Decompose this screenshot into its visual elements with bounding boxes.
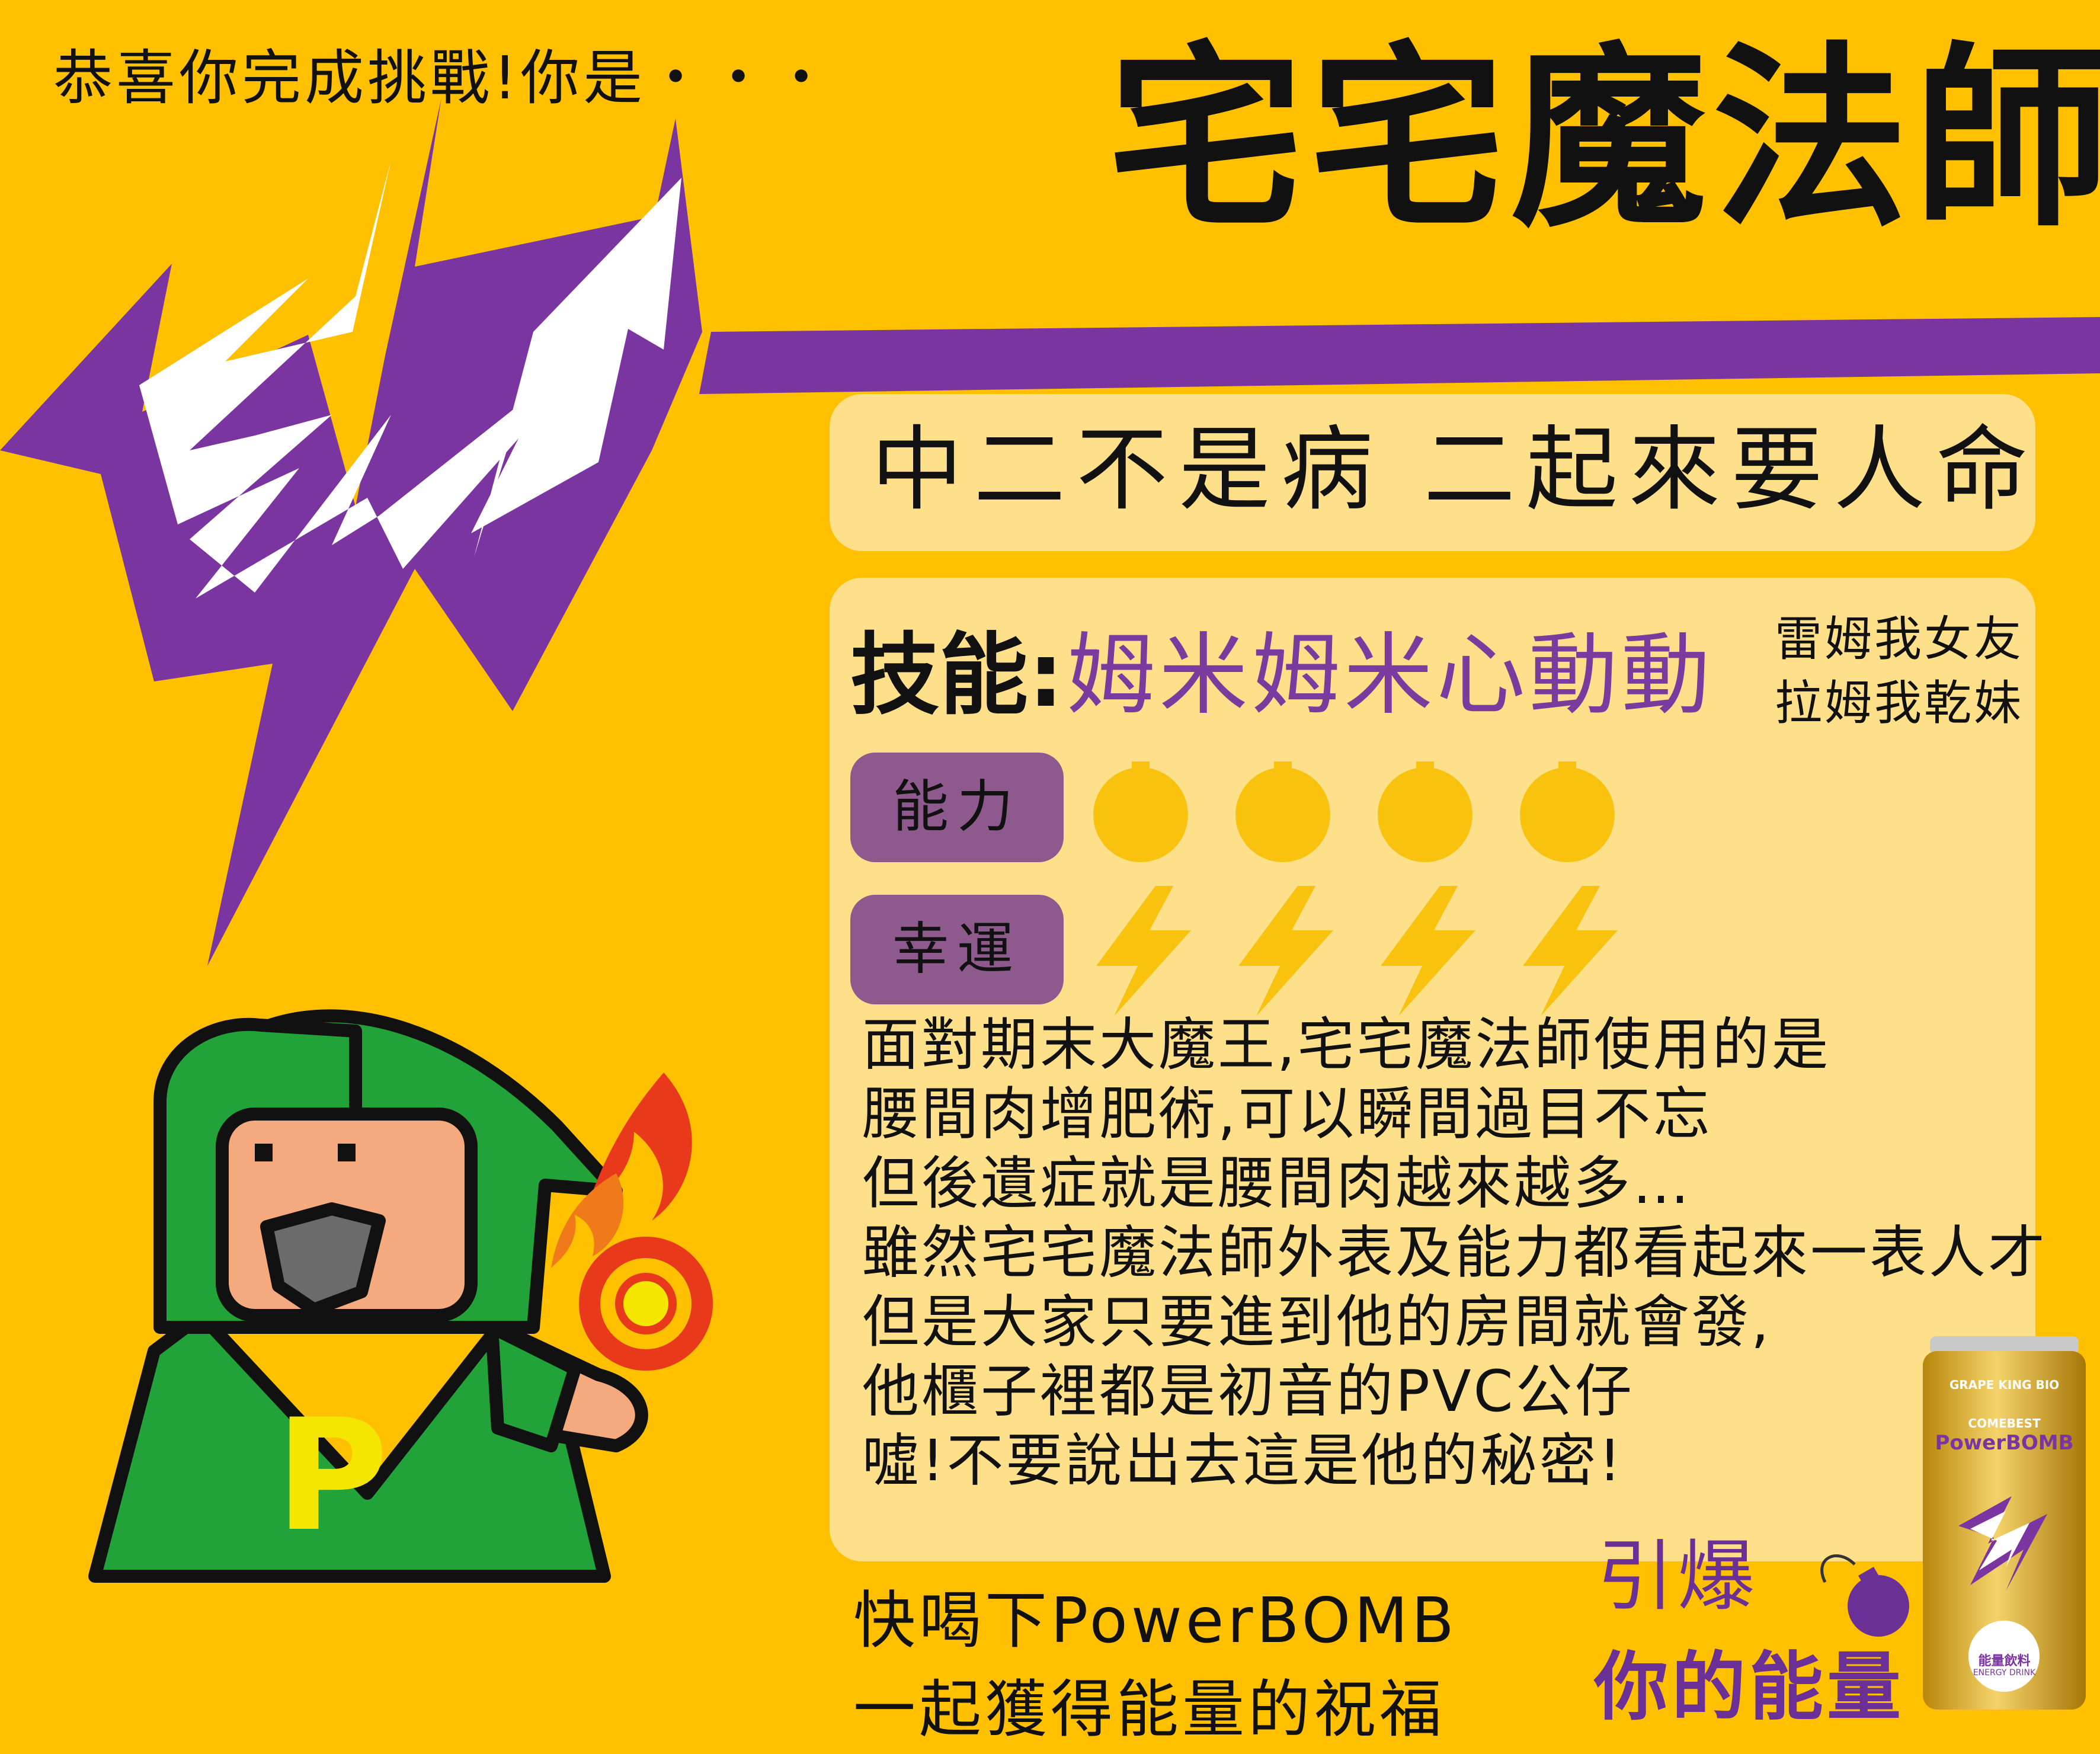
description-line: 雖然宅宅魔法師外表及能力都看起來一表人才 (862, 1220, 2047, 1286)
bomb-icon (1520, 761, 1615, 862)
lightning-icon (1238, 886, 1333, 1016)
description-line: 面對期末大魔王,宅宅魔法師使用的是 (862, 1012, 1831, 1078)
wizard-chest-letter: P (276, 1387, 389, 1566)
quote-line-2: 拉姆我乾妹 (1775, 676, 2024, 731)
description-line: 腰間肉增肥術,可以瞬間過目不忘 (862, 1081, 1712, 1147)
footer-line-2: 一起獲得能量的祝福 (853, 1673, 1446, 1746)
stat-tag-luck: 幸運 (850, 895, 1064, 1004)
lightning-banner-decoration (0, 98, 2100, 966)
bomb-icon (1378, 761, 1472, 862)
footer-line-1: 快喝下PowerBOMB (853, 1585, 1458, 1657)
can-name: PowerBOMB (1935, 1431, 2074, 1455)
motto-text: 中二不是病 二起來要人命 (871, 416, 2039, 523)
can-sub: COMEBEST (1968, 1416, 2041, 1430)
product-can: GRAPE KING BIO COMEBEST PowerBOMB 能量飲料 E… (1923, 1336, 2086, 1715)
ability-rating (1093, 761, 1615, 862)
quote-line-1: 雷姆我女友 (1775, 612, 2024, 667)
description-line: 他櫃子裡都是初音的PVC公仔 (862, 1358, 1634, 1425)
motto-panel (830, 394, 2035, 551)
description-line: 噓!不要說出去這是他的秘密! (862, 1427, 1624, 1494)
bomb-icon (1093, 761, 1188, 862)
footer: 快喝下PowerBOMB 一起獲得能量的祝福 (853, 1576, 1458, 1754)
fire-icon (551, 1073, 713, 1371)
lightning-icon (1523, 886, 1618, 1016)
stat-tag-ability: 能力 (850, 753, 1064, 862)
skill-label: 技能: (850, 624, 1064, 727)
bomb-icon (1235, 761, 1330, 862)
skill-panel (830, 578, 2035, 1561)
luck-rating (1096, 886, 1618, 1016)
lightning-icon (1381, 886, 1475, 1016)
bomb-icon (1820, 1554, 1909, 1637)
can-brand: GRAPE KING BIO (1949, 1378, 2060, 1392)
skill-quote: 雷姆我女友 拉姆我乾妹 (1775, 607, 2024, 735)
can-label-zh: 能量飲料 (1978, 1654, 2031, 1669)
intro-text: 恭喜你完成挑戰!你是・・・ (53, 43, 835, 113)
description-line: 但是大家只要進到他的房間就會發, (862, 1289, 1772, 1355)
lightning-icon (1096, 886, 1191, 1016)
result-title: 宅宅魔法師 (1108, 25, 2100, 253)
can-label-en: ENERGY DRINK (1973, 1668, 2036, 1678)
wizard-character: P (88, 1009, 713, 1583)
slogan-line-1: 引爆 (1597, 1531, 1759, 1621)
description-line: 但後遺症就是腰間肉越來越多… (862, 1150, 1692, 1217)
skill-name: 姆米姆米心動動 (1067, 624, 1714, 727)
description: 面對期末大魔王,宅宅魔法師使用的是 腰間肉增肥術,可以瞬間過目不忘 但後遺症就是… (862, 1010, 2047, 1496)
slogan-line-2: 你的能量 (1594, 1644, 1904, 1730)
